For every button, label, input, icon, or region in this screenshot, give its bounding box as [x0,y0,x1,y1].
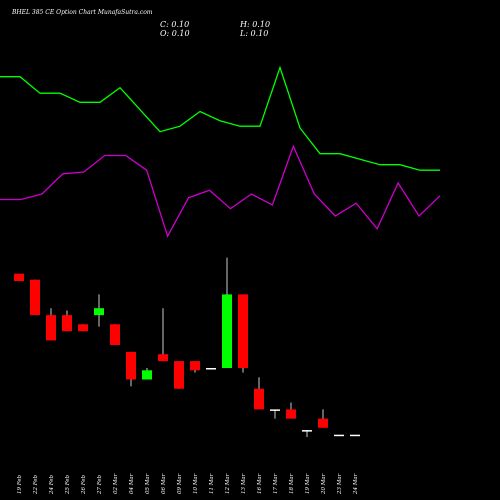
candle [286,402,296,419]
x-tick-label: 11 Mar [209,473,215,494]
x-tick-label: 04 Mar [129,473,135,494]
x-axis-labels: 19 Feb 22 Feb 24 Feb 25 Feb 26 Feb 27 Feb 02 M… [17,473,359,495]
candle-body [238,294,248,368]
candle [30,279,40,316]
candle [142,368,152,380]
candle-body [14,273,24,282]
candles-group [14,257,360,437]
candle-body [110,324,120,345]
x-tick-label: 16 Mar [257,473,263,494]
open-value: O: 0.10 [160,29,190,38]
x-tick-label: 10 Mar [193,473,199,494]
candle [46,308,56,341]
chart-title: BHEL 385 CE Option Chart MunafaSutra.com [12,9,153,16]
low-value: L: 0.10 [240,29,269,38]
x-tick-label: 25 Feb [65,474,71,495]
candle-body [270,409,280,411]
x-tick-label: 06 Mar [161,473,167,494]
candle [350,434,360,437]
candle [254,377,264,410]
candle [126,351,136,387]
candle [238,294,248,373]
x-tick-label: 23 Mar [337,473,343,495]
x-tick-label: 19 Feb [17,474,23,494]
candle-body [350,434,360,437]
x-tick-label: 02 Mar [113,473,119,494]
candle-body [94,308,104,316]
candle [222,257,232,368]
x-tick-label: 05 Mar [145,473,151,494]
candle-body [206,368,216,370]
candle [14,273,24,282]
candle-body [318,418,328,428]
candle-body [30,279,40,316]
green-indicator-line [0,65,440,171]
candle [302,430,312,437]
candle-body [142,370,152,380]
x-tick-label: 24 Feb [49,474,55,495]
candle-body [190,361,200,371]
magenta-indicator-line [0,144,441,238]
candle-body [62,315,72,332]
x-tick-label: 26 Feb [81,474,87,495]
candle [318,409,328,428]
candle [94,294,104,327]
candle [270,409,280,419]
candle-body [46,315,56,341]
x-tick-label: 18 Mar [289,473,295,494]
candle [62,310,72,332]
candle [158,308,168,362]
candle-body [302,430,312,432]
indicator-lines [0,65,441,238]
candle [190,361,200,373]
x-tick-label: 13 Mar [241,473,247,494]
candle-body [78,324,88,332]
x-tick-label: 19 Mar [305,473,311,494]
candle-body [174,361,184,389]
candle-body [126,351,136,380]
x-tick-label: 22 Feb [33,474,39,495]
candle-body [158,354,168,362]
candle [78,324,88,332]
x-tick-label: 20 Mar [321,473,327,495]
candle-body [254,388,264,410]
candle [110,324,120,345]
x-tick-label: 12 Mar [225,473,231,494]
candle-body [286,409,296,419]
x-tick-label: 27 Feb [97,474,103,495]
high-value: H: 0.10 [240,20,271,29]
candle [206,368,216,370]
candle-body [222,294,232,368]
x-tick-label: 09 Mar [177,473,183,494]
candle [174,361,184,389]
candle [334,434,344,437]
x-tick-label: 17 Mar [273,473,279,494]
candle-body [334,434,344,437]
x-tick-label: 24 Mar [353,473,359,495]
close-value: C: 0.10 [160,20,190,29]
